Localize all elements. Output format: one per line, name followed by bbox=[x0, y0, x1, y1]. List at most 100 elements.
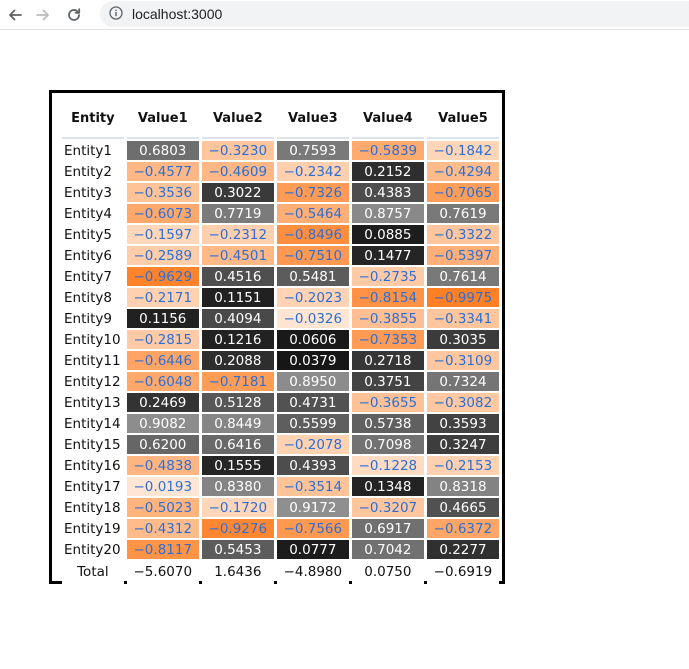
value-cell: 0.5453 bbox=[201, 540, 274, 561]
value-cell: −0.7181 bbox=[201, 372, 274, 393]
value-cell: −0.3341 bbox=[426, 309, 499, 330]
arrow-left-icon bbox=[9, 9, 22, 21]
value-cell: −0.3655 bbox=[351, 393, 424, 414]
value-cell: −0.2171 bbox=[126, 288, 199, 309]
value-cell: 0.3035 bbox=[426, 330, 499, 351]
arrow-right-icon bbox=[36, 9, 49, 21]
entity-cell: Entity10 bbox=[62, 330, 124, 351]
entity-cell: Entity20 bbox=[62, 540, 124, 561]
value-cell: −0.0193 bbox=[126, 477, 199, 498]
value-cell: −0.1720 bbox=[201, 498, 274, 519]
value-cell: −0.4838 bbox=[126, 456, 199, 477]
entity-cell: Entity1 bbox=[62, 139, 124, 162]
url-text[interactable]: localhost:3000 bbox=[132, 6, 223, 22]
value-cell: −0.9276 bbox=[201, 519, 274, 540]
table-row: Entity6 −0.2589 −0.4501 −0.7510 0.1477 −0.539… bbox=[62, 246, 499, 267]
reload-button[interactable] bbox=[63, 4, 85, 26]
value-cell: 0.2718 bbox=[351, 351, 424, 372]
value-cell: −0.3514 bbox=[276, 477, 349, 498]
back-button[interactable] bbox=[4, 4, 26, 26]
total-cell: −5.6070 bbox=[126, 561, 199, 585]
table-row: Entity2 −0.4577 −0.4609 −0.2342 0.2152 −0.429… bbox=[62, 162, 499, 183]
entity-cell: Entity3 bbox=[62, 183, 124, 204]
value-cell: 0.7098 bbox=[351, 435, 424, 456]
value-cell: −0.9629 bbox=[126, 267, 199, 288]
value-cell: 0.5599 bbox=[276, 414, 349, 435]
table-row: Entity9 0.1156 0.4094 −0.0326 −0.3855 −0.3341 bbox=[62, 309, 499, 330]
forward-button[interactable] bbox=[32, 4, 54, 26]
value-cell: 0.2277 bbox=[426, 540, 499, 561]
value-cell: −0.5397 bbox=[426, 246, 499, 267]
value-cell: −0.5839 bbox=[351, 139, 424, 162]
value-cell: 0.8318 bbox=[426, 477, 499, 498]
entity-cell: Entity17 bbox=[62, 477, 124, 498]
value-cell: 0.1151 bbox=[201, 288, 274, 309]
value-cell: −0.2153 bbox=[426, 456, 499, 477]
value-cell: 0.8449 bbox=[201, 414, 274, 435]
table-row: Entity8 −0.2171 0.1151 −0.2023 −0.8154 −0.997… bbox=[62, 288, 499, 309]
value-cell: 0.7614 bbox=[426, 267, 499, 288]
value-cell: 0.8950 bbox=[276, 372, 349, 393]
value-cell: −0.3855 bbox=[351, 309, 424, 330]
value-cell: 0.6803 bbox=[126, 139, 199, 162]
total-cell: 1.6436 bbox=[201, 561, 274, 585]
value-cell: −0.7065 bbox=[426, 183, 499, 204]
entity-cell: Entity12 bbox=[62, 372, 124, 393]
value-cell: 0.3022 bbox=[201, 183, 274, 204]
table-row: Entity13 0.2469 0.5128 0.4731 −0.3655 −0.3082 bbox=[62, 393, 499, 414]
table-row: Entity17 −0.0193 0.8380 −0.3514 0.1348 0.8318 bbox=[62, 477, 499, 498]
value-cell: −0.4312 bbox=[126, 519, 199, 540]
value-cell: 0.4393 bbox=[276, 456, 349, 477]
total-cell: −4.8980 bbox=[276, 561, 349, 585]
value-cell: 0.4383 bbox=[351, 183, 424, 204]
value-cell: −0.7353 bbox=[351, 330, 424, 351]
value-cell: 0.4731 bbox=[276, 393, 349, 414]
value-cell: 0.0606 bbox=[276, 330, 349, 351]
value-cell: 0.7619 bbox=[426, 204, 499, 225]
value-cell: −0.2078 bbox=[276, 435, 349, 456]
info-circle-icon[interactable] bbox=[109, 6, 123, 20]
entity-cell: Entity9 bbox=[62, 309, 124, 330]
table-row: Entity16 −0.4838 0.1555 0.4393 −0.1228 −0.215… bbox=[62, 456, 499, 477]
total-cell: 0.0750 bbox=[351, 561, 424, 585]
value-cell: −0.1228 bbox=[351, 456, 424, 477]
value-cell: −0.8154 bbox=[351, 288, 424, 309]
address-bar[interactable]: localhost:3000 bbox=[100, 1, 689, 27]
value-cell: −0.4577 bbox=[126, 162, 199, 183]
table-row: Entity10 −0.2815 0.1216 0.0606 −0.7353 0.3035 bbox=[62, 330, 499, 351]
total-row: Total −5.6070 1.6436 −4.8980 0.0750 −0.6919 bbox=[62, 561, 499, 585]
value-cell: −0.4294 bbox=[426, 162, 499, 183]
value-cell: −0.1597 bbox=[126, 225, 199, 246]
header-value5: Value5 bbox=[426, 99, 499, 139]
table-row: Entity14 0.9082 0.8449 0.5599 0.5738 0.3593 bbox=[62, 414, 499, 435]
value-cell: 0.5738 bbox=[351, 414, 424, 435]
value-cell: −0.5464 bbox=[276, 204, 349, 225]
value-cell: 0.2088 bbox=[201, 351, 274, 372]
value-cell: 0.7324 bbox=[426, 372, 499, 393]
entity-cell: Entity19 bbox=[62, 519, 124, 540]
value-cell: 0.6416 bbox=[201, 435, 274, 456]
value-cell: 0.7593 bbox=[276, 139, 349, 162]
value-cell: 0.0777 bbox=[276, 540, 349, 561]
table-row: Entity7 −0.9629 0.4516 0.5481 −0.2735 0.7614 bbox=[62, 267, 499, 288]
heatmap-table: Entity Value1 Value2 Value3 Value4 Value… bbox=[59, 99, 502, 585]
entity-cell: Entity7 bbox=[62, 267, 124, 288]
value-cell: 0.9172 bbox=[276, 498, 349, 519]
value-cell: 0.3593 bbox=[426, 414, 499, 435]
entity-cell: Entity13 bbox=[62, 393, 124, 414]
value-cell: −0.3536 bbox=[126, 183, 199, 204]
value-cell: 0.4665 bbox=[426, 498, 499, 519]
value-cell: 0.8380 bbox=[201, 477, 274, 498]
value-cell: 0.1348 bbox=[351, 477, 424, 498]
value-cell: −0.2023 bbox=[276, 288, 349, 309]
value-cell: −0.2342 bbox=[276, 162, 349, 183]
value-cell: 0.7042 bbox=[351, 540, 424, 561]
value-cell: 0.2469 bbox=[126, 393, 199, 414]
value-cell: −0.2589 bbox=[126, 246, 199, 267]
value-cell: −0.3082 bbox=[426, 393, 499, 414]
total-label: Total bbox=[62, 561, 124, 585]
heatmap-table-frame: Entity Value1 Value2 Value3 Value4 Value… bbox=[49, 90, 505, 585]
total-cell: −0.6919 bbox=[426, 561, 499, 585]
entity-cell: Entity4 bbox=[62, 204, 124, 225]
reload-icon bbox=[68, 8, 81, 21]
